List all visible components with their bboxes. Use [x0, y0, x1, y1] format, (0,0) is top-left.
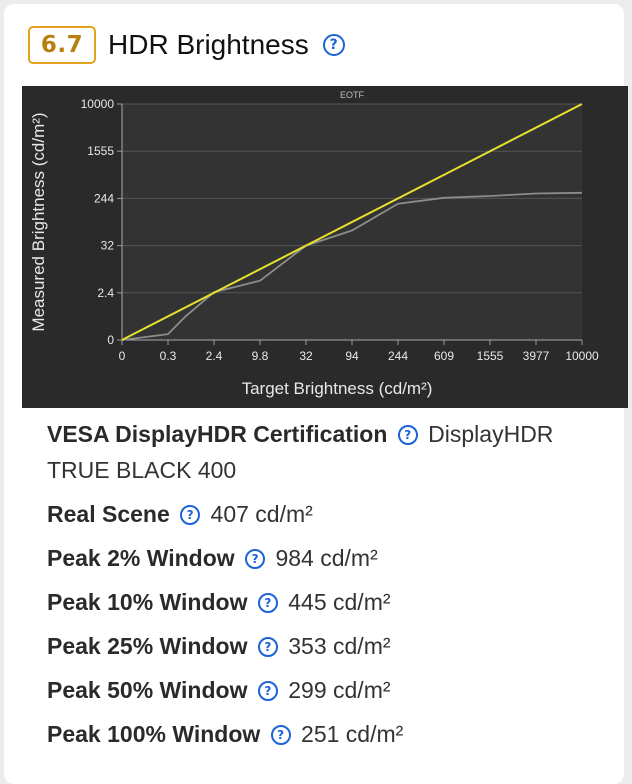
x-axis-label: Target Brightness (cd/m²) [242, 379, 433, 398]
section-header: 6.7 HDR Brightness ? [28, 25, 345, 65]
spec-label: Peak 50% Window [47, 677, 248, 703]
spec-value: 445 cd/m² [288, 589, 391, 615]
spec-row: Peak 10% Window ? 445 cd/m² [47, 584, 607, 620]
help-icon[interactable]: ? [257, 593, 278, 613]
help-icon[interactable]: ? [257, 637, 278, 657]
spec-value: 299 cd/m² [288, 677, 391, 703]
x-tick-label: 2.4 [206, 349, 223, 363]
target-curve [121, 103, 583, 341]
x-tick-label: 32 [299, 349, 313, 363]
y-tick-label: 244 [94, 191, 114, 205]
spec-label: VESA DisplayHDR Certification [47, 421, 388, 447]
spec-list: VESA DisplayHDR Certification ? DisplayH… [47, 416, 607, 760]
y-tick-label: 10000 [81, 97, 115, 111]
help-icon[interactable]: ? [257, 681, 278, 701]
x-tick-label: 0.3 [160, 349, 177, 363]
x-tick-label: 9.8 [252, 349, 269, 363]
measured-curve [121, 191, 583, 341]
x-tick-label: 10000 [565, 349, 599, 363]
spec-row: Peak 100% Window ? 251 cd/m² [47, 716, 607, 752]
spec-row: VESA DisplayHDR Certification ? DisplayH… [47, 416, 607, 488]
help-icon[interactable]: ? [180, 505, 201, 525]
x-tick-label: 3977 [523, 349, 550, 363]
eotf-chart: 0 2.4 32 244 1555 10000 0 0.3 2.4 9.8 32 94 244 609 15… [22, 86, 628, 408]
spec-label: Peak 10% Window [47, 589, 248, 615]
spec-row: Peak 2% Window ? 984 cd/m² [47, 540, 607, 576]
eotf-chart-svg: 0 2.4 32 244 1555 10000 0 0.3 2.4 9.8 32 94 244 609 15… [22, 86, 628, 408]
y-tick-label: 1555 [87, 144, 114, 158]
y-axis-label: Measured Brightness (cd/m²) [29, 112, 48, 331]
help-icon[interactable]: ? [270, 725, 291, 745]
spec-row: Real Scene ? 407 cd/m² [47, 496, 607, 532]
x-tick-label: 609 [434, 349, 454, 363]
spec-value: 353 cd/m² [288, 633, 391, 659]
help-icon[interactable]: ? [397, 425, 418, 445]
spec-row: Peak 50% Window ? 299 cd/m² [47, 672, 607, 708]
x-tick-label: 94 [345, 349, 359, 363]
help-icon[interactable]: ? [245, 549, 266, 569]
spec-label: Peak 25% Window [47, 633, 248, 659]
x-tick-label: 244 [388, 349, 408, 363]
spec-value: 251 cd/m² [301, 721, 404, 747]
y-tick-label: 32 [101, 239, 115, 253]
spec-value: 407 cd/m² [210, 501, 313, 527]
spec-row: Peak 25% Window ? 353 cd/m² [47, 628, 607, 664]
score-badge: 6.7 [28, 26, 96, 64]
spec-label: Real Scene [47, 501, 170, 527]
y-tick-label: 2.4 [97, 286, 114, 300]
hdr-brightness-card: 6.7 HDR Brightness ? 0 2.4 32 244 1555 10000 0… [4, 4, 628, 784]
spec-value: 984 cd/m² [275, 545, 378, 571]
spec-value: DisplayHDR TRUE BLACK 400 [47, 421, 554, 483]
chart-title: EOTF [340, 90, 365, 100]
x-tick-label: 0 [119, 349, 126, 363]
section-title: HDR Brightness [108, 29, 309, 60]
y-tick-label: 0 [107, 333, 114, 347]
spec-label: Peak 100% Window [47, 721, 261, 747]
spec-label: Peak 2% Window [47, 545, 235, 571]
x-tick-label: 1555 [477, 349, 504, 363]
help-icon[interactable]: ? [322, 34, 345, 56]
